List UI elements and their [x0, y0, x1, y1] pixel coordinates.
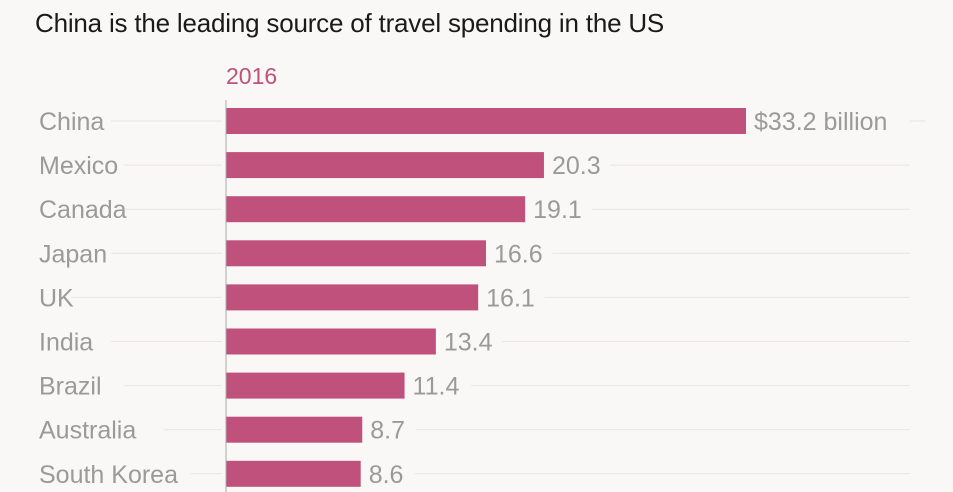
bar-south-korea	[226, 460, 361, 487]
category-label: Canada	[39, 196, 127, 224]
bar-china	[226, 108, 746, 134]
category-label: China	[39, 108, 104, 136]
category-label: Australia	[39, 417, 136, 445]
category-label: South Korea	[39, 461, 178, 489]
bar-brazil	[226, 372, 405, 399]
value-label: 8.7	[370, 417, 405, 445]
value-label: 19.1	[533, 196, 582, 224]
value-label: $33.2 billion	[754, 108, 887, 136]
value-label: 11.4	[413, 373, 460, 401]
category-label: India	[39, 329, 93, 357]
category-label: Mexico	[39, 152, 118, 180]
value-label: 16.1	[486, 284, 535, 312]
chart-title: China is the leading source of travel sp…	[35, 8, 665, 38]
value-label: 16.6	[494, 240, 543, 268]
bar-australia	[226, 416, 363, 443]
bar-india	[226, 328, 436, 355]
series-label: 2016	[226, 63, 277, 89]
bar-uk	[226, 284, 479, 311]
bar-canada	[226, 196, 526, 223]
category-label: Brazil	[39, 373, 102, 401]
category-label: UK	[39, 284, 74, 312]
value-label: 8.6	[369, 461, 404, 489]
value-label: 20.3	[552, 152, 601, 180]
value-label: 13.4	[444, 329, 493, 357]
bar-japan	[226, 240, 486, 267]
category-label: Japan	[39, 240, 107, 268]
bar-mexico	[226, 152, 544, 179]
